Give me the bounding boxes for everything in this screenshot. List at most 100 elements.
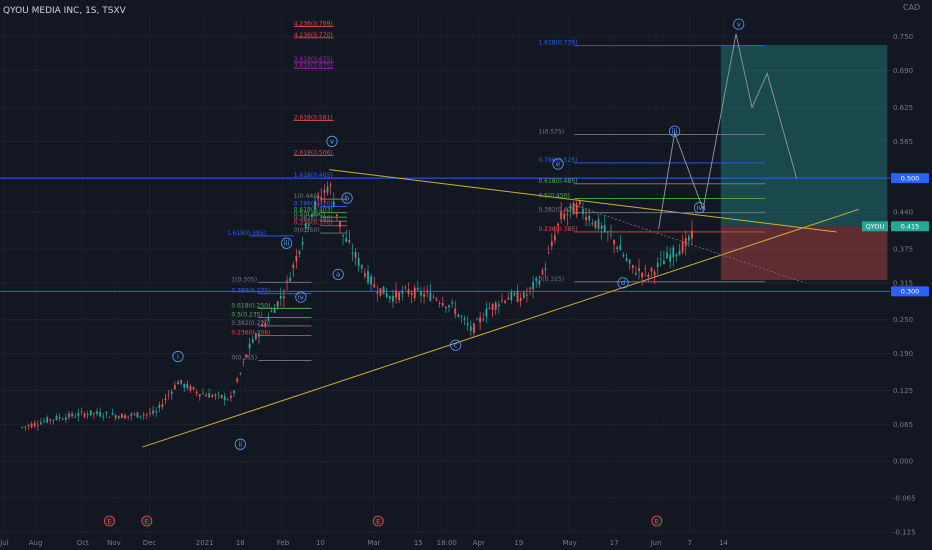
candle-body — [205, 395, 207, 397]
wave-label: ii — [238, 441, 242, 449]
candle-body — [74, 416, 77, 418]
wave-circle — [450, 339, 462, 351]
symbol-badge-text: QYOU — [866, 223, 885, 231]
candle-body — [329, 184, 332, 186]
candle-body — [395, 290, 397, 298]
candle-body — [429, 292, 432, 301]
candle-body — [569, 205, 572, 209]
projection-line — [658, 33, 797, 230]
candle-body — [388, 296, 391, 299]
candle-body — [479, 317, 482, 323]
candle-body — [242, 361, 245, 363]
candle-body — [669, 254, 672, 262]
fibonacci-levels: 4.236(0.769) 4.236(0.770) 3.618(0.675)3.61… — [227, 20, 766, 361]
candle-body — [448, 305, 450, 308]
earnings-event-marker — [104, 515, 115, 527]
candle-body — [211, 395, 214, 398]
candle-body — [289, 277, 292, 282]
candle-body — [401, 290, 404, 294]
price-tick: 0.125 — [893, 387, 913, 395]
candle-body — [438, 302, 441, 304]
candle-body — [463, 318, 466, 320]
candle-body — [544, 268, 547, 271]
candle-body — [24, 426, 27, 428]
candle-body — [547, 252, 550, 254]
fib-label: 0.618(0.403) — [294, 207, 333, 214]
candle-body — [354, 252, 357, 258]
candle-body — [529, 287, 531, 289]
candle-body — [208, 393, 211, 398]
candle-body — [30, 423, 33, 428]
fib-label: 4.236(0.769) — [294, 20, 333, 27]
candle-body — [476, 319, 478, 321]
price-tick: 0.375 — [893, 245, 913, 253]
chart-grid — [0, 14, 890, 533]
candle-body — [226, 399, 229, 401]
wave-label: c — [454, 341, 458, 349]
candle-body — [597, 219, 600, 229]
fib-label: 0.618(0.485) — [538, 178, 577, 185]
candle-body — [638, 268, 640, 272]
candle-body — [672, 247, 675, 258]
candle-body — [370, 276, 373, 285]
candle-body — [245, 354, 248, 357]
price-tick: 0.625 — [893, 104, 913, 112]
symbol-badge — [862, 221, 888, 232]
candle-body — [283, 296, 285, 299]
time-tick: Apr — [473, 539, 485, 547]
candle-body — [454, 308, 457, 314]
candle-body — [398, 292, 401, 301]
candle-body — [348, 239, 351, 243]
wave-circle — [332, 268, 344, 281]
candle-body — [666, 252, 668, 259]
price-axis[interactable]: 0.750 0.690 0.625 0.565 0.440 0.375 0.315 0.250… — [862, 33, 929, 537]
candle-body — [650, 268, 653, 272]
candle-body — [501, 299, 503, 301]
candle-body — [114, 415, 117, 419]
candle-body — [254, 333, 257, 339]
candle-body — [167, 395, 170, 396]
candle-body — [410, 293, 413, 295]
candle-body — [311, 213, 313, 218]
candle-body — [491, 303, 494, 311]
time-axis[interactable]: Jul Aug Oct Nov Dec 2021 18 Feb 10 Mar 15 18:00 Apr 1… — [0, 539, 729, 547]
trendlines — [142, 169, 860, 448]
wave-circle — [341, 192, 353, 204]
candle-body — [177, 381, 179, 385]
candle-body — [513, 292, 516, 296]
time-tick: Jul — [0, 539, 9, 547]
horizontal-lines — [0, 177, 890, 292]
candle-body — [164, 398, 167, 401]
candle-body — [298, 251, 301, 255]
wave-circle — [234, 438, 246, 450]
fib-label: 0.236(0.370) — [294, 220, 333, 227]
candle-body — [217, 393, 220, 395]
time-tick: Aug — [29, 539, 43, 547]
candle-body — [124, 415, 126, 419]
candle-body — [248, 343, 251, 349]
candle-body — [189, 385, 192, 391]
candle-body — [588, 216, 591, 221]
candle-body — [145, 413, 148, 415]
fib-label: 0.236(0.206) — [231, 330, 270, 337]
candle-body — [192, 386, 195, 390]
price-badge-text: 0.500 — [901, 174, 920, 182]
candle-body — [684, 237, 687, 246]
wave-label: v — [737, 20, 741, 28]
time-tick: 7 — [688, 539, 692, 547]
candle-body — [86, 414, 89, 416]
candle-body — [99, 412, 102, 417]
fib-label: 3.618(0.675) — [294, 62, 333, 69]
candle-body — [342, 234, 344, 237]
time-tick: Feb — [277, 539, 290, 547]
symbol-title[interactable]: QYOU MEDIA INC, 1S, TSXV — [3, 6, 126, 16]
candle-body — [170, 391, 173, 394]
candle-body — [578, 201, 581, 204]
time-tick: 14 — [719, 539, 728, 547]
candle-body — [432, 296, 435, 298]
candle-body — [678, 250, 681, 256]
time-tick: Dec — [143, 539, 157, 547]
candle-body — [108, 416, 111, 418]
